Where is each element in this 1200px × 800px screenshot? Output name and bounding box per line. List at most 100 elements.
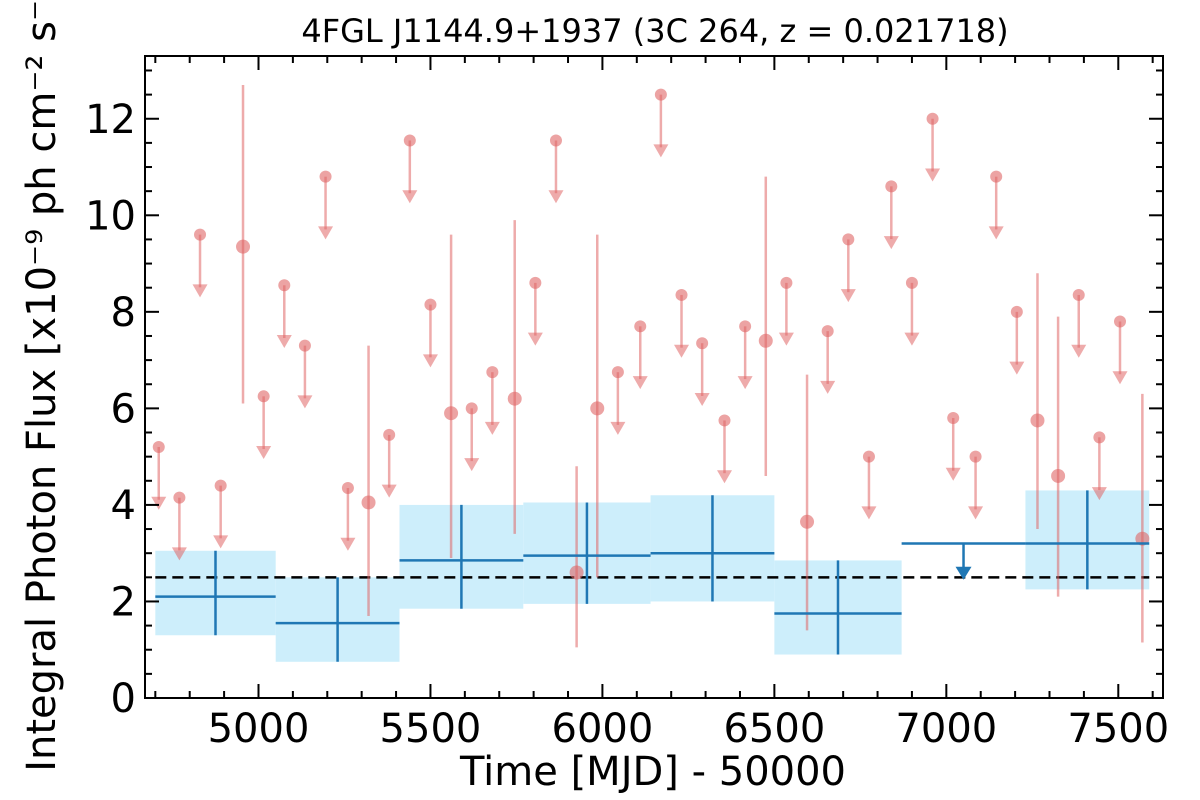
upper-limit-point bbox=[424, 298, 437, 311]
upper-limit-point bbox=[403, 134, 416, 147]
upper-limit-arrow bbox=[464, 458, 480, 472]
x-tick-label: 7500 bbox=[1067, 706, 1169, 752]
upper-limit-arrow bbox=[610, 421, 626, 435]
upper-limit-arrow bbox=[213, 535, 229, 549]
upper-limit-point bbox=[194, 228, 207, 241]
upper-limit-point bbox=[1093, 431, 1106, 444]
upper-limit-point bbox=[257, 390, 270, 403]
upper-limit-point bbox=[905, 276, 918, 289]
upper-limit-arrow bbox=[318, 226, 334, 240]
upper-limit-point bbox=[885, 180, 898, 193]
upper-limit-arrow bbox=[883, 236, 899, 250]
upper-limit-point bbox=[696, 337, 709, 350]
upper-limit-point bbox=[529, 276, 542, 289]
x-tick-label: 6000 bbox=[552, 706, 654, 752]
upper-limit-arrow bbox=[820, 380, 836, 394]
upper-limit-point bbox=[739, 320, 752, 333]
upper-limit-arrow bbox=[1071, 344, 1087, 358]
detection-point bbox=[590, 401, 605, 416]
upper-limit-arrow bbox=[276, 335, 292, 349]
plot-area bbox=[151, 84, 1150, 662]
upper-limit-arrow bbox=[256, 446, 272, 460]
upper-limit-point bbox=[634, 320, 647, 333]
upper-limit-point bbox=[298, 339, 311, 352]
upper-limit-point bbox=[718, 414, 731, 427]
detection-point bbox=[361, 495, 376, 510]
upper-limit-arrow bbox=[422, 354, 438, 368]
upper-limit-arrow bbox=[297, 395, 313, 409]
y-tick-label: 2 bbox=[111, 579, 136, 625]
upper-limit-arrow bbox=[484, 421, 500, 435]
upper-limit-point bbox=[465, 402, 478, 415]
upper-limit-point bbox=[549, 134, 562, 147]
upper-limit-point bbox=[152, 440, 165, 453]
axes: 5000 5500 6000 6500 7000 7500 0 2 4 6 8 10 12 bbox=[85, 55, 1169, 752]
detection-point bbox=[758, 333, 773, 348]
upper-limit-arrow bbox=[840, 289, 856, 303]
upper-limit-point bbox=[1010, 305, 1023, 318]
chart-title: 4FGL J1144.9+1937 (3C 264, z = 0.021718) bbox=[301, 12, 1008, 50]
upper-limit-point bbox=[969, 450, 982, 463]
upper-limit-point bbox=[319, 170, 332, 183]
upper-limit-arrow bbox=[925, 168, 941, 182]
upper-limit-arrow bbox=[653, 144, 669, 158]
upper-limit-point bbox=[654, 88, 667, 101]
detection-point bbox=[236, 239, 251, 254]
upper-limit-point bbox=[947, 412, 960, 425]
upper-limit-arrow bbox=[737, 376, 753, 390]
detection-point bbox=[1135, 531, 1150, 546]
upper-limit-arrow bbox=[694, 392, 710, 406]
upper-limit-point bbox=[214, 479, 227, 492]
upper-limit-arrow bbox=[632, 376, 648, 390]
upper-limit-point bbox=[1072, 288, 1085, 301]
y-tick-label: 10 bbox=[85, 193, 136, 239]
y-tick-label: 6 bbox=[111, 386, 136, 432]
detection-point bbox=[444, 406, 459, 421]
upper-limit-arrow bbox=[192, 284, 208, 298]
y-tick-label: 0 bbox=[111, 676, 136, 722]
x-tick-label: 5000 bbox=[208, 706, 310, 752]
upper-limit-arrow bbox=[402, 190, 418, 204]
upper-limit-point bbox=[990, 170, 1003, 183]
upper-limit-point bbox=[842, 233, 855, 246]
upper-limit-arrow bbox=[340, 537, 356, 551]
detection-point bbox=[1030, 413, 1045, 428]
upper-limit-point bbox=[278, 279, 291, 292]
upper-limit-point bbox=[1114, 315, 1127, 328]
upper-limit-point bbox=[173, 491, 186, 504]
detection-point bbox=[507, 391, 522, 406]
y-tick-label: 12 bbox=[85, 97, 136, 143]
upper-limit-arrow bbox=[1112, 371, 1128, 385]
upper-limit-arrow bbox=[1091, 487, 1107, 501]
upper-limit-point bbox=[821, 325, 834, 338]
upper-limit-point bbox=[486, 366, 499, 379]
long-bin-upper-limit-arrow bbox=[955, 566, 972, 580]
x-tick-label: 6500 bbox=[723, 706, 825, 752]
upper-limit-point bbox=[862, 450, 875, 463]
upper-limit-arrow bbox=[674, 344, 690, 358]
detection-point bbox=[1051, 468, 1066, 483]
upper-limit-point bbox=[926, 112, 939, 125]
upper-limit-arrow bbox=[968, 506, 984, 520]
upper-limit-arrow bbox=[151, 496, 167, 510]
upper-limit-point bbox=[675, 288, 688, 301]
upper-limit-arrow bbox=[527, 332, 543, 346]
x-tick-label: 5500 bbox=[380, 706, 482, 752]
upper-limit-arrow bbox=[945, 467, 961, 481]
upper-limit-arrow bbox=[1009, 361, 1025, 375]
upper-limit-point bbox=[780, 276, 793, 289]
upper-limit-arrow bbox=[717, 470, 733, 484]
upper-limit-arrow bbox=[381, 484, 397, 498]
plot-frame bbox=[144, 55, 1164, 699]
upper-limit-arrow bbox=[861, 506, 877, 520]
upper-limit-point bbox=[611, 366, 624, 379]
y-tick-label: 4 bbox=[111, 483, 136, 529]
upper-limit-arrow bbox=[988, 226, 1004, 240]
upper-limit-arrow bbox=[548, 190, 564, 204]
upper-limit-point bbox=[341, 482, 354, 495]
upper-limit-point bbox=[383, 428, 396, 441]
x-axis-label: Time [MJD] - 50000 bbox=[459, 749, 846, 795]
detection-point bbox=[800, 514, 815, 529]
y-axis-label: Integral Photon Flux [x10⁻⁹ ph cm⁻² s⁻¹] bbox=[19, 0, 65, 772]
